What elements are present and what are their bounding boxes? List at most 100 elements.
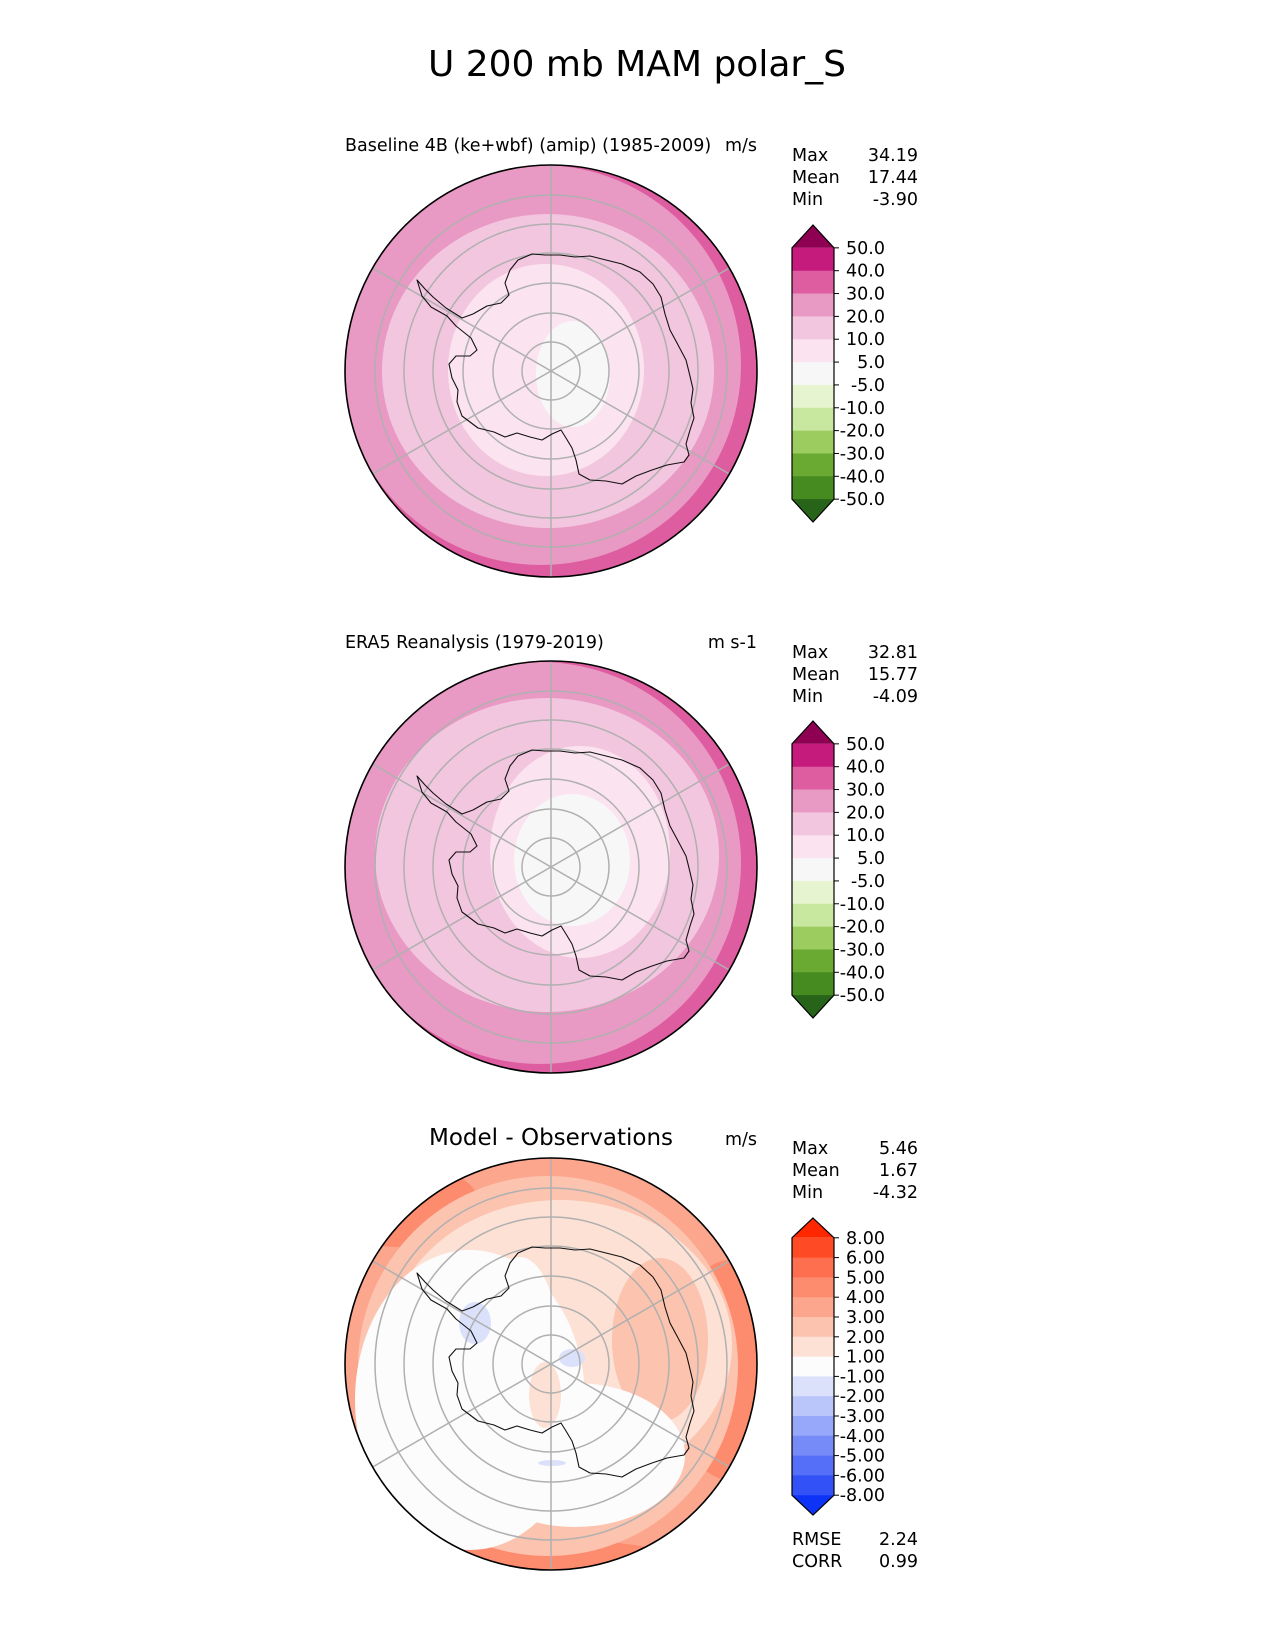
- graticule: [372, 165, 730, 577]
- colorbar-swatch: [792, 1297, 834, 1318]
- stat-label: Mean: [792, 665, 840, 685]
- colorbar-tick-label: 1.00: [846, 1348, 885, 1368]
- colorbar-tick-label: -1.00: [840, 1367, 885, 1387]
- colorbar-tick-label: 20.0: [846, 307, 885, 327]
- map-boundary: [344, 1157, 758, 1571]
- colorbar-tick-label: 8.00: [846, 1229, 885, 1249]
- colorbar-tick-label: -50.0: [840, 986, 885, 1006]
- colorbar-tick-label: 6.00: [846, 1249, 885, 1269]
- stat-value: 5.46: [879, 1139, 918, 1159]
- colorbar-tick-label: -4.00: [840, 1427, 885, 1447]
- map-boundary: [344, 164, 758, 578]
- colorbar-swatch: [792, 225, 834, 248]
- stat-value: -4.09: [873, 687, 918, 707]
- colorbar-tick-label: 5.0: [857, 353, 885, 373]
- field-band-minus2-minus1-peninsula: [459, 1302, 491, 1344]
- colorbar-tick-label: 20.0: [846, 803, 885, 823]
- colorbar-tick-label: -5.0: [851, 376, 885, 396]
- field-band-1-2-core: [529, 1362, 561, 1428]
- stats-block: Max 32.81 Mean 15.77 Min -4.09: [792, 643, 918, 707]
- colorbar-tick-label: 4.00: [846, 1288, 885, 1308]
- panel-era5: ERA5 Reanalysis (1979-2019) m s-1 Max 32…: [344, 633, 918, 1074]
- colorbar: 8.006.005.004.003.002.001.00-1.00-2.00-3…: [791, 1217, 885, 1516]
- colorbar-swatch: [792, 316, 834, 340]
- panel-title: Baseline 4B (ke+wbf) (amip) (1985-2009): [345, 136, 711, 156]
- colorbar-tick-label: -30.0: [840, 940, 885, 960]
- colorbar-swatch: [792, 835, 834, 859]
- field-band-minus2-minus1-south: [538, 1460, 566, 1466]
- stat-label: Min: [792, 1183, 823, 1203]
- colorbar-swatch: [792, 995, 834, 1018]
- colorbar-swatch: [792, 1277, 834, 1298]
- colorbar-tick-label: -30.0: [840, 444, 885, 464]
- colorbar-tick-label: -3.00: [840, 1407, 885, 1427]
- colorbar-swatch: [792, 1455, 834, 1476]
- colorbar-swatch: [792, 972, 834, 996]
- colorbar-swatch: [792, 812, 834, 836]
- stats-block: Max 5.46 Mean 1.67 Min -4.32: [792, 1139, 918, 1203]
- metrics-block: RMSE 2.24 CORR 0.99: [792, 1530, 918, 1572]
- colorbar-tick-label: 2.00: [846, 1328, 885, 1348]
- stat-label: Min: [792, 687, 823, 707]
- field-band-minus5-5: [514, 794, 630, 926]
- field-band-4-5-south: [430, 1540, 680, 1570]
- colorbar-swatch: [792, 407, 834, 432]
- colorbar-tick-label: -5.0: [851, 872, 885, 892]
- stats-block: Max 34.19 Mean 17.44 Min -3.90: [792, 146, 918, 210]
- colorbar-swatch: [792, 926, 834, 950]
- antarctica-coastline: [416, 1246, 695, 1478]
- colorbar-swatch: [792, 293, 834, 317]
- colorbar-tick-label: -50.0: [840, 490, 885, 510]
- metric-value: 0.99: [879, 1552, 918, 1572]
- polar-map: [344, 1157, 758, 1571]
- colorbar-swatch: [792, 743, 834, 768]
- colorbar-tick-label: -10.0: [840, 399, 885, 419]
- colorbar-swatch: [792, 789, 834, 813]
- metric-label: CORR: [792, 1552, 842, 1572]
- map-boundary: [344, 660, 758, 1074]
- colorbar-tick-label: -5.00: [840, 1447, 885, 1467]
- colorbar-tick-label: 30.0: [846, 781, 885, 801]
- metric-label: RMSE: [792, 1530, 841, 1550]
- colorbar-swatch: [792, 1475, 834, 1496]
- panel-units: m/s: [725, 1130, 757, 1150]
- colorbar-tick-label: 5.0: [857, 849, 885, 869]
- panel-difference: Model - Observations m/s Max 5.46 Mean 1…: [344, 1125, 918, 1572]
- polar-map: [344, 660, 758, 1074]
- colorbar-swatch: [792, 1435, 834, 1456]
- colorbar-tick-label: 5.00: [846, 1268, 885, 1288]
- colorbar-tick-label: -20.0: [840, 422, 885, 442]
- stat-value: -3.90: [873, 190, 918, 210]
- figure-title: U 200 mb MAM polar_S: [428, 44, 846, 85]
- stat-value: 17.44: [868, 168, 918, 188]
- colorbar-swatch: [792, 1218, 834, 1238]
- colorbar-tick-label: 10.0: [846, 826, 885, 846]
- colorbar-swatch: [792, 1237, 834, 1258]
- colorbar-tick-label: 40.0: [846, 758, 885, 778]
- colorbar-tick-label: 50.0: [846, 239, 885, 259]
- colorbar-swatch: [792, 1317, 834, 1338]
- colorbar-swatch: [792, 1257, 834, 1278]
- colorbar-swatch: [792, 949, 834, 973]
- colorbar-swatch: [792, 499, 834, 522]
- polar-map: [344, 164, 758, 578]
- colorbar-tick-label: -40.0: [840, 963, 885, 983]
- panel-title: Model - Observations: [429, 1125, 673, 1151]
- colorbar: 50.0 40.0 30.020.0 10.0 5.0 -5.0 -10.0 -20.0-30…: [791, 224, 885, 523]
- colorbar-tick-label: -20.0: [840, 918, 885, 938]
- colorbar-swatch: [792, 1356, 834, 1377]
- colorbar-tick-label: -40.0: [840, 467, 885, 487]
- colorbar-swatch: [792, 362, 834, 386]
- colorbar-tick-label: -10.0: [840, 895, 885, 915]
- colorbar-swatch: [792, 1376, 834, 1397]
- colorbar: 50.0 40.0 30.020.0 10.0 5.0 -5.0 -10.0 -20.0-30…: [791, 720, 885, 1019]
- colorbar-swatch: [792, 476, 834, 500]
- colorbar-swatch: [792, 1396, 834, 1417]
- stat-value: 32.81: [868, 643, 918, 663]
- metric-value: 2.24: [879, 1530, 918, 1550]
- stat-label: Mean: [792, 1161, 840, 1181]
- stat-value: -4.32: [873, 1183, 918, 1203]
- colorbar-tick-label: -6.00: [840, 1466, 885, 1486]
- colorbar-swatch: [792, 903, 834, 928]
